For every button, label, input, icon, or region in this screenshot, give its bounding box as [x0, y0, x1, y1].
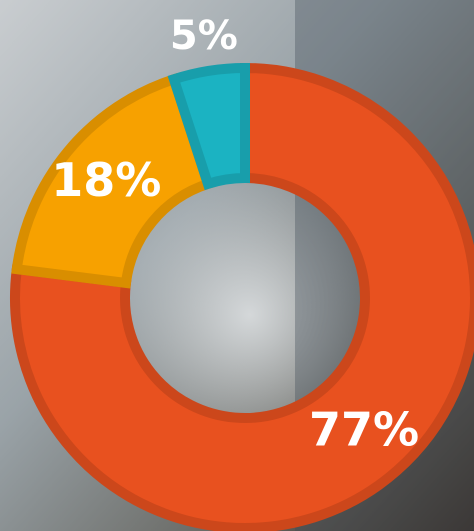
chart: 77% 18% 5% [0, 0, 474, 531]
slice-label: 5% [170, 13, 238, 59]
slice-label: 77% [309, 403, 419, 457]
slice-label: 18% [51, 153, 161, 207]
